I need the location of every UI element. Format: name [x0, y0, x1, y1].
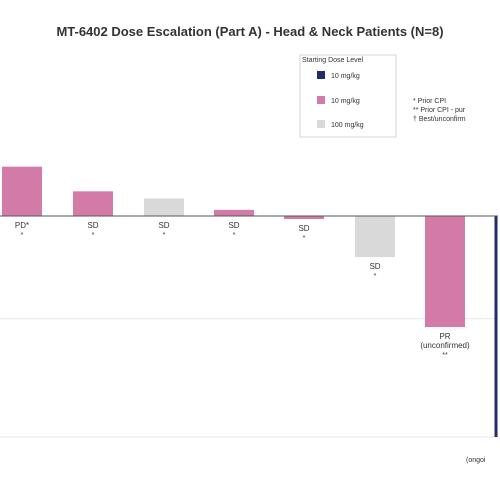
bar-label-2: SD: [158, 221, 169, 230]
bar-label-3: SD: [228, 221, 239, 230]
bar-3: [214, 209, 254, 216]
bar-marker-0: *: [21, 232, 24, 239]
gridlines: [0, 318, 498, 438]
legend-swatch-2: [317, 120, 325, 128]
ongoing-note: (ongoi: [466, 457, 486, 464]
legend-box: [299, 54, 397, 138]
chart-title: MT-6402 Dose Escalation (Part A) - Head …: [56, 24, 443, 39]
note-best-unconfirmed: † Best/unconfirm: [413, 116, 466, 123]
bar-label-6-line2: (unconfirmed): [420, 341, 470, 350]
bar-labels: PD* * SD * SD * SD * SD * SD * PR(unconfirmed) **: [15, 221, 470, 359]
bar-label-5: SD: [369, 262, 380, 271]
bar-marker-4: *: [303, 235, 306, 242]
bar-marker-5: *: [374, 273, 377, 280]
legend-label-0: 10 mg/kg: [331, 73, 360, 80]
bar-label-6: PR: [439, 332, 450, 341]
bars: [2, 166, 498, 437]
note-prior-cpi: * Prior CPI: [413, 98, 446, 105]
legend-title: Starting Dose Level: [302, 57, 364, 64]
footnotes: * Prior CPI ** Prior CPI - pur † Best/un…: [413, 98, 466, 123]
bar-marker-2: *: [163, 232, 166, 239]
legend: Starting Dose Level 10 mg/kg 10 mg/kg 10…: [299, 54, 397, 138]
legend-label-2: 100 mg/kg: [331, 122, 364, 129]
bar-4: [284, 216, 324, 220]
bar-6: [425, 216, 465, 328]
bar-5: [355, 216, 395, 258]
bar-marker-6: **: [442, 352, 448, 359]
bar-marker-1: *: [92, 232, 95, 239]
bar-label-0: PD*: [15, 221, 29, 230]
bar-marker-3: *: [233, 232, 236, 239]
bar-label-1: SD: [87, 221, 98, 230]
note-prior-cpi-pur: ** Prior CPI - pur: [413, 107, 466, 114]
bar-7: [494, 216, 498, 437]
bar-2: [144, 198, 184, 216]
legend-swatch-0: [317, 71, 325, 79]
bar-label-4: SD: [298, 224, 309, 233]
bar-1: [73, 191, 113, 216]
legend-swatch-1: [317, 96, 325, 104]
legend-label-1: 10 mg/kg: [331, 98, 360, 105]
bar-0: [2, 166, 42, 216]
